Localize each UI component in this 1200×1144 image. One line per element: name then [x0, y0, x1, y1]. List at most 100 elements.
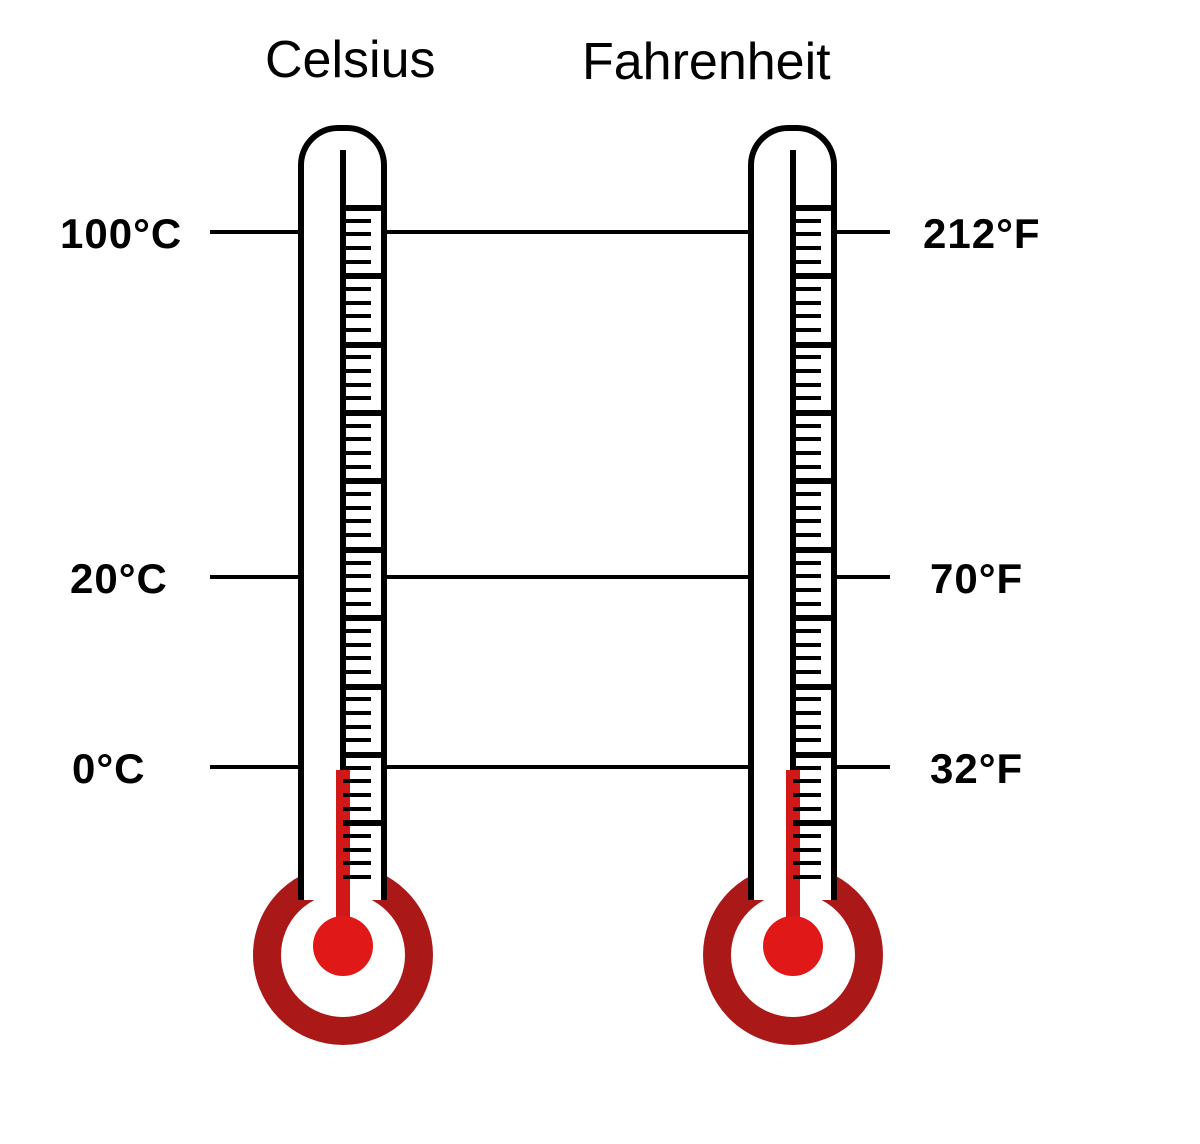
celsius-tick	[343, 273, 381, 279]
fahrenheit-tick	[793, 711, 821, 715]
celsius-tick	[343, 219, 371, 223]
fahrenheit-tick	[793, 861, 821, 865]
fahrenheit-tick	[793, 506, 821, 510]
fahrenheit-tick	[793, 410, 831, 416]
fahrenheit-tick	[793, 396, 821, 400]
fahrenheit-tick	[793, 793, 821, 797]
fahrenheit-tick	[793, 492, 821, 496]
celsius-tick	[343, 820, 381, 826]
celsius-tick	[343, 492, 371, 496]
celsius-tick	[343, 547, 381, 553]
fahrenheit-tick	[793, 848, 821, 852]
celsius-bulb-dot	[313, 916, 373, 976]
celsius-tick	[343, 342, 381, 348]
celsius-tick	[343, 232, 371, 236]
fahrenheit-tick	[793, 383, 821, 387]
fahrenheit-tick	[793, 547, 831, 553]
celsius-tick	[343, 396, 371, 400]
fahrenheit-tick	[793, 807, 821, 811]
celsius-tick	[343, 451, 371, 455]
celsius-tick	[343, 834, 371, 838]
fahrenheit-tick	[793, 342, 831, 348]
fahrenheit-tick	[793, 437, 821, 441]
fahrenheit-tick	[793, 738, 821, 742]
fahrenheit-tick	[793, 328, 821, 332]
celsius-tick	[343, 588, 371, 592]
fahrenheit-tick	[793, 451, 821, 455]
celsius-tick	[343, 519, 371, 523]
fahrenheit-bulb-dot	[763, 916, 823, 976]
label-212f: 212°F	[923, 210, 1041, 258]
celsius-tick	[343, 260, 371, 264]
fahrenheit-tick	[793, 574, 821, 578]
celsius-tick	[343, 506, 371, 510]
celsius-tick	[343, 301, 371, 305]
fahrenheit-tick	[793, 519, 821, 523]
celsius-tick	[343, 670, 371, 674]
fahrenheit-tick	[793, 273, 831, 279]
celsius-tick	[343, 875, 371, 879]
fahrenheit-tick	[793, 697, 821, 701]
fahrenheit-tick	[793, 287, 821, 291]
celsius-tick	[343, 533, 371, 537]
celsius-tick	[343, 848, 371, 852]
celsius-tick	[343, 246, 371, 250]
celsius-tick	[343, 793, 371, 797]
celsius-tick	[343, 369, 371, 373]
fahrenheit-tick	[793, 602, 821, 606]
fahrenheit-tick	[793, 766, 821, 770]
label-100c: 100°C	[60, 210, 182, 258]
fahrenheit-tick	[793, 232, 821, 236]
fahrenheit-tick	[793, 260, 821, 264]
fahrenheit-tick	[793, 752, 831, 758]
celsius-tick	[343, 574, 371, 578]
fahrenheit-tick	[793, 834, 821, 838]
fahrenheit-tick	[793, 629, 821, 633]
fahrenheit-tick	[793, 725, 821, 729]
fahrenheit-tick	[793, 615, 831, 621]
celsius-tick	[343, 383, 371, 387]
celsius-tick	[343, 697, 371, 701]
celsius-tick	[343, 807, 371, 811]
fahrenheit-tick	[793, 355, 821, 359]
fahrenheit-tick	[793, 684, 831, 690]
celsius-tick	[343, 861, 371, 865]
celsius-tick	[343, 711, 371, 715]
celsius-tick	[343, 205, 381, 211]
fahrenheit-tick	[793, 301, 821, 305]
fahrenheit-tick	[793, 369, 821, 373]
fahrenheit-tick	[793, 478, 831, 484]
celsius-tick	[343, 752, 381, 758]
fahrenheit-tick	[793, 205, 831, 211]
fahrenheit-tick	[793, 643, 821, 647]
celsius-tick	[343, 287, 371, 291]
fahrenheit-tick	[793, 533, 821, 537]
celsius-tick	[343, 766, 371, 770]
fahrenheit-tick	[793, 314, 821, 318]
fahrenheit-title: Fahrenheit	[582, 32, 831, 92]
celsius-tick	[343, 424, 371, 428]
fahrenheit-tick	[793, 820, 831, 826]
fahrenheit-tick	[793, 424, 821, 428]
label-20c: 20°C	[70, 555, 168, 603]
celsius-tick	[343, 779, 371, 783]
celsius-tick	[343, 738, 371, 742]
celsius-tick	[343, 465, 371, 469]
fahrenheit-tick	[793, 875, 821, 879]
fahrenheit-tick	[793, 670, 821, 674]
fahrenheit-tick	[793, 656, 821, 660]
fahrenheit-tick	[793, 246, 821, 250]
celsius-title: Celsius	[265, 30, 436, 90]
celsius-tick	[343, 615, 381, 621]
celsius-tick	[343, 643, 371, 647]
celsius-tick	[343, 656, 371, 660]
celsius-tick	[343, 725, 371, 729]
celsius-tick	[343, 437, 371, 441]
celsius-tick	[343, 561, 371, 565]
celsius-tick	[343, 314, 371, 318]
label-0c: 0°C	[72, 745, 146, 793]
celsius-tick	[343, 684, 381, 690]
celsius-tick	[343, 602, 371, 606]
fahrenheit-tick	[793, 219, 821, 223]
celsius-tick	[343, 478, 381, 484]
